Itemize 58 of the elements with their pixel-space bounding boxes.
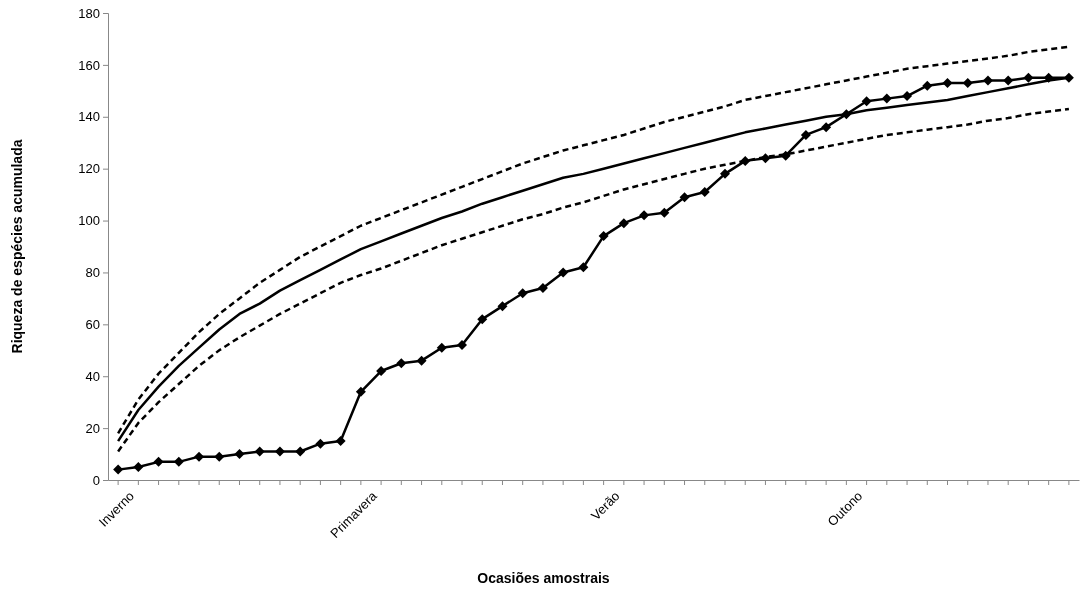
point [517,288,528,299]
point [376,366,387,377]
point [274,446,285,457]
point [133,462,144,473]
point [861,96,872,107]
point [942,78,953,89]
point [234,449,245,460]
point [335,436,346,447]
point [315,438,326,449]
point [841,109,852,120]
y-tick-label: 0 [92,472,100,488]
y-axis-title: Riqueza de espécies acumulada [9,139,25,354]
point [396,358,407,369]
point [881,93,892,104]
point [982,75,993,86]
point [922,80,933,91]
point [457,340,468,351]
point [639,210,650,221]
y-tick-label: 80 [85,265,100,281]
point [598,231,609,242]
point [1003,75,1014,86]
point [173,456,184,467]
point [295,446,306,457]
point [1023,72,1034,83]
point [902,91,913,102]
y-tick-label: 120 [78,161,100,177]
y-tick-label: 60 [85,316,100,332]
y-tick-label: 160 [78,57,100,73]
point [740,155,751,166]
point [821,122,832,133]
point [1063,72,1074,83]
point [699,187,710,198]
point [618,218,629,229]
point [578,262,589,273]
point [254,446,265,457]
point [355,386,366,397]
point [760,153,771,164]
y-tick-label: 20 [85,420,100,436]
point [679,192,690,203]
y-tick-label: 100 [78,213,100,229]
point [477,314,488,325]
point [214,451,225,462]
point [416,355,427,366]
point [436,342,447,353]
point [659,207,670,218]
y-tick-label: 180 [78,5,100,21]
point [1043,72,1054,83]
point [153,456,164,467]
point [800,129,811,140]
y-tick-label: 40 [85,368,100,384]
point [113,464,124,475]
point [558,267,569,278]
point [962,78,973,89]
point [719,168,730,179]
y-tick-label: 140 [78,109,100,125]
point [537,283,548,294]
point [497,301,508,312]
x-axis-title: Ocasiões amostrais [477,570,610,586]
